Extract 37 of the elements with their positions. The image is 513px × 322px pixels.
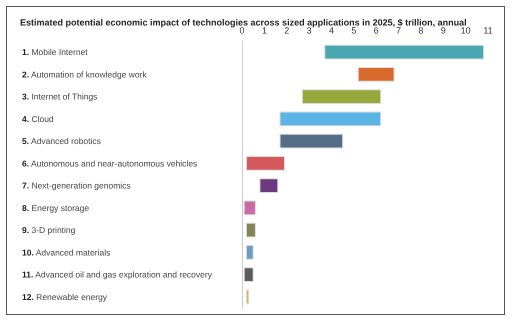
- x-tick-label: 3: [306, 26, 312, 36]
- x-tick-label: 11: [483, 26, 493, 36]
- y-tick-label: 12. Renewable energy: [22, 292, 108, 302]
- y-tick-label: 2. Automation of knowledge work: [22, 69, 148, 80]
- x-tick-label: 8: [418, 26, 424, 36]
- chart-title: Estimated potential economic impact of technologies across sized applications in 2025, $ trillion, annual: [20, 18, 467, 28]
- y-tick-label: 4. Cloud: [22, 114, 54, 124]
- bar: [246, 156, 285, 171]
- x-tick-label: 10: [460, 26, 471, 36]
- bar: [246, 222, 256, 238]
- x-tick-label: 4: [328, 26, 334, 36]
- x-tick-label: 5: [351, 26, 356, 36]
- bar: [280, 134, 344, 149]
- bar: [244, 267, 254, 282]
- y-tick-label: 1. Mobile Internet: [22, 47, 88, 58]
- bar: [246, 289, 250, 304]
- bar: [246, 244, 254, 260]
- x-tick-label: 6: [374, 26, 379, 36]
- x-tick-label: 0: [239, 26, 245, 36]
- y-tick-label: 3. Internet of Things: [22, 92, 98, 102]
- x-tick-label: 9: [440, 26, 446, 36]
- y-tick-label: 10. Advanced materials: [22, 247, 110, 258]
- bar: [358, 66, 395, 82]
- bar: [324, 44, 484, 60]
- y-tick-label: 5. Advanced robotics: [22, 136, 101, 146]
- y-tick-label: 7. Next-generation genomics: [22, 180, 131, 191]
- bar: [302, 89, 382, 104]
- x-tick-label: 7: [396, 26, 402, 36]
- x-tick-label: 1: [262, 26, 267, 36]
- bar: [259, 178, 278, 194]
- x-tick-label: 2: [284, 26, 290, 36]
- y-tick-label: 8. Energy storage: [22, 202, 90, 213]
- y-tick-label: 11. Advanced oil and gas exploration and recovery: [22, 270, 213, 280]
- bar: [244, 200, 256, 216]
- bar: [280, 111, 382, 126]
- y-tick-label: 6. Autonomous and near-autonomous vehicles: [22, 158, 198, 168]
- y-tick-label: 9. 3-D printing: [22, 225, 76, 236]
